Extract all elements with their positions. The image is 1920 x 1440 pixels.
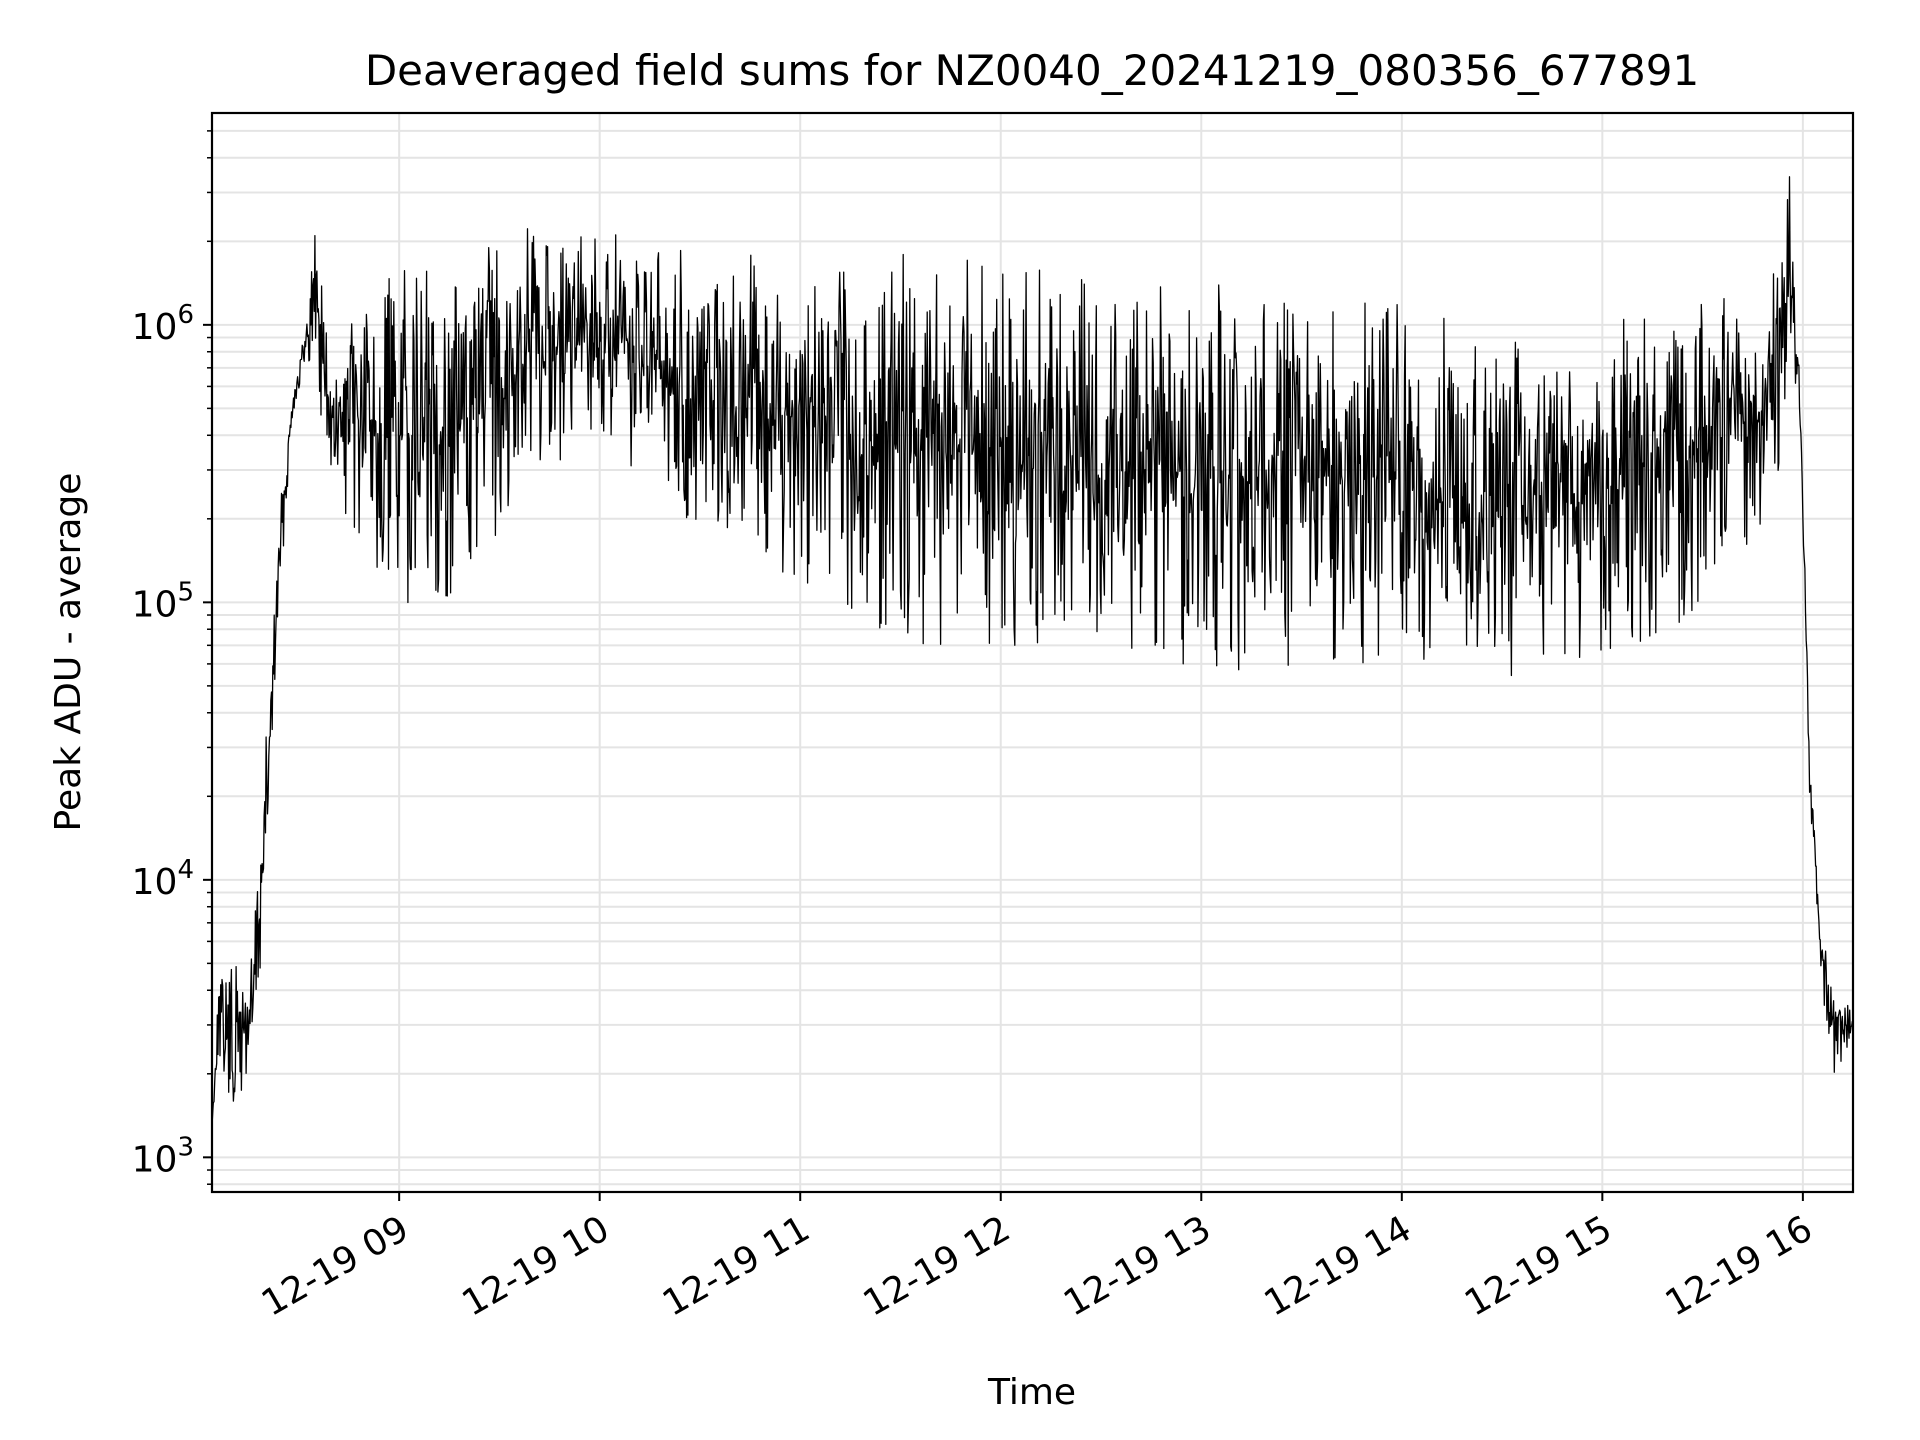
grid	[212, 113, 1853, 1192]
y-tick-label: 106	[132, 300, 194, 348]
y-tick-label-exponent: 4	[177, 855, 194, 885]
y-axis-label: Peak ADU - average	[48, 473, 89, 832]
y-tick-label-base: 10	[132, 584, 178, 625]
y-tick-label-exponent: 6	[177, 300, 194, 330]
y-tick-label: 105	[132, 577, 194, 625]
y-tick-label-base: 10	[132, 862, 178, 903]
y-tick-label: 104	[132, 855, 194, 903]
y-tick-label-base: 10	[132, 1139, 178, 1180]
y-tick-label-exponent: 5	[177, 577, 194, 607]
data-series	[211, 176, 1853, 1126]
y-tick-label-base: 10	[132, 307, 178, 348]
series-line	[211, 176, 1853, 1126]
x-axis-label: Time	[987, 1372, 1076, 1413]
y-tick-label-exponent: 3	[177, 1132, 194, 1162]
y-tick-label: 103	[132, 1132, 194, 1180]
plot-frame	[210, 111, 1855, 1194]
chart-title: Deaveraged field sums for NZ0040_2024121…	[365, 46, 1699, 95]
